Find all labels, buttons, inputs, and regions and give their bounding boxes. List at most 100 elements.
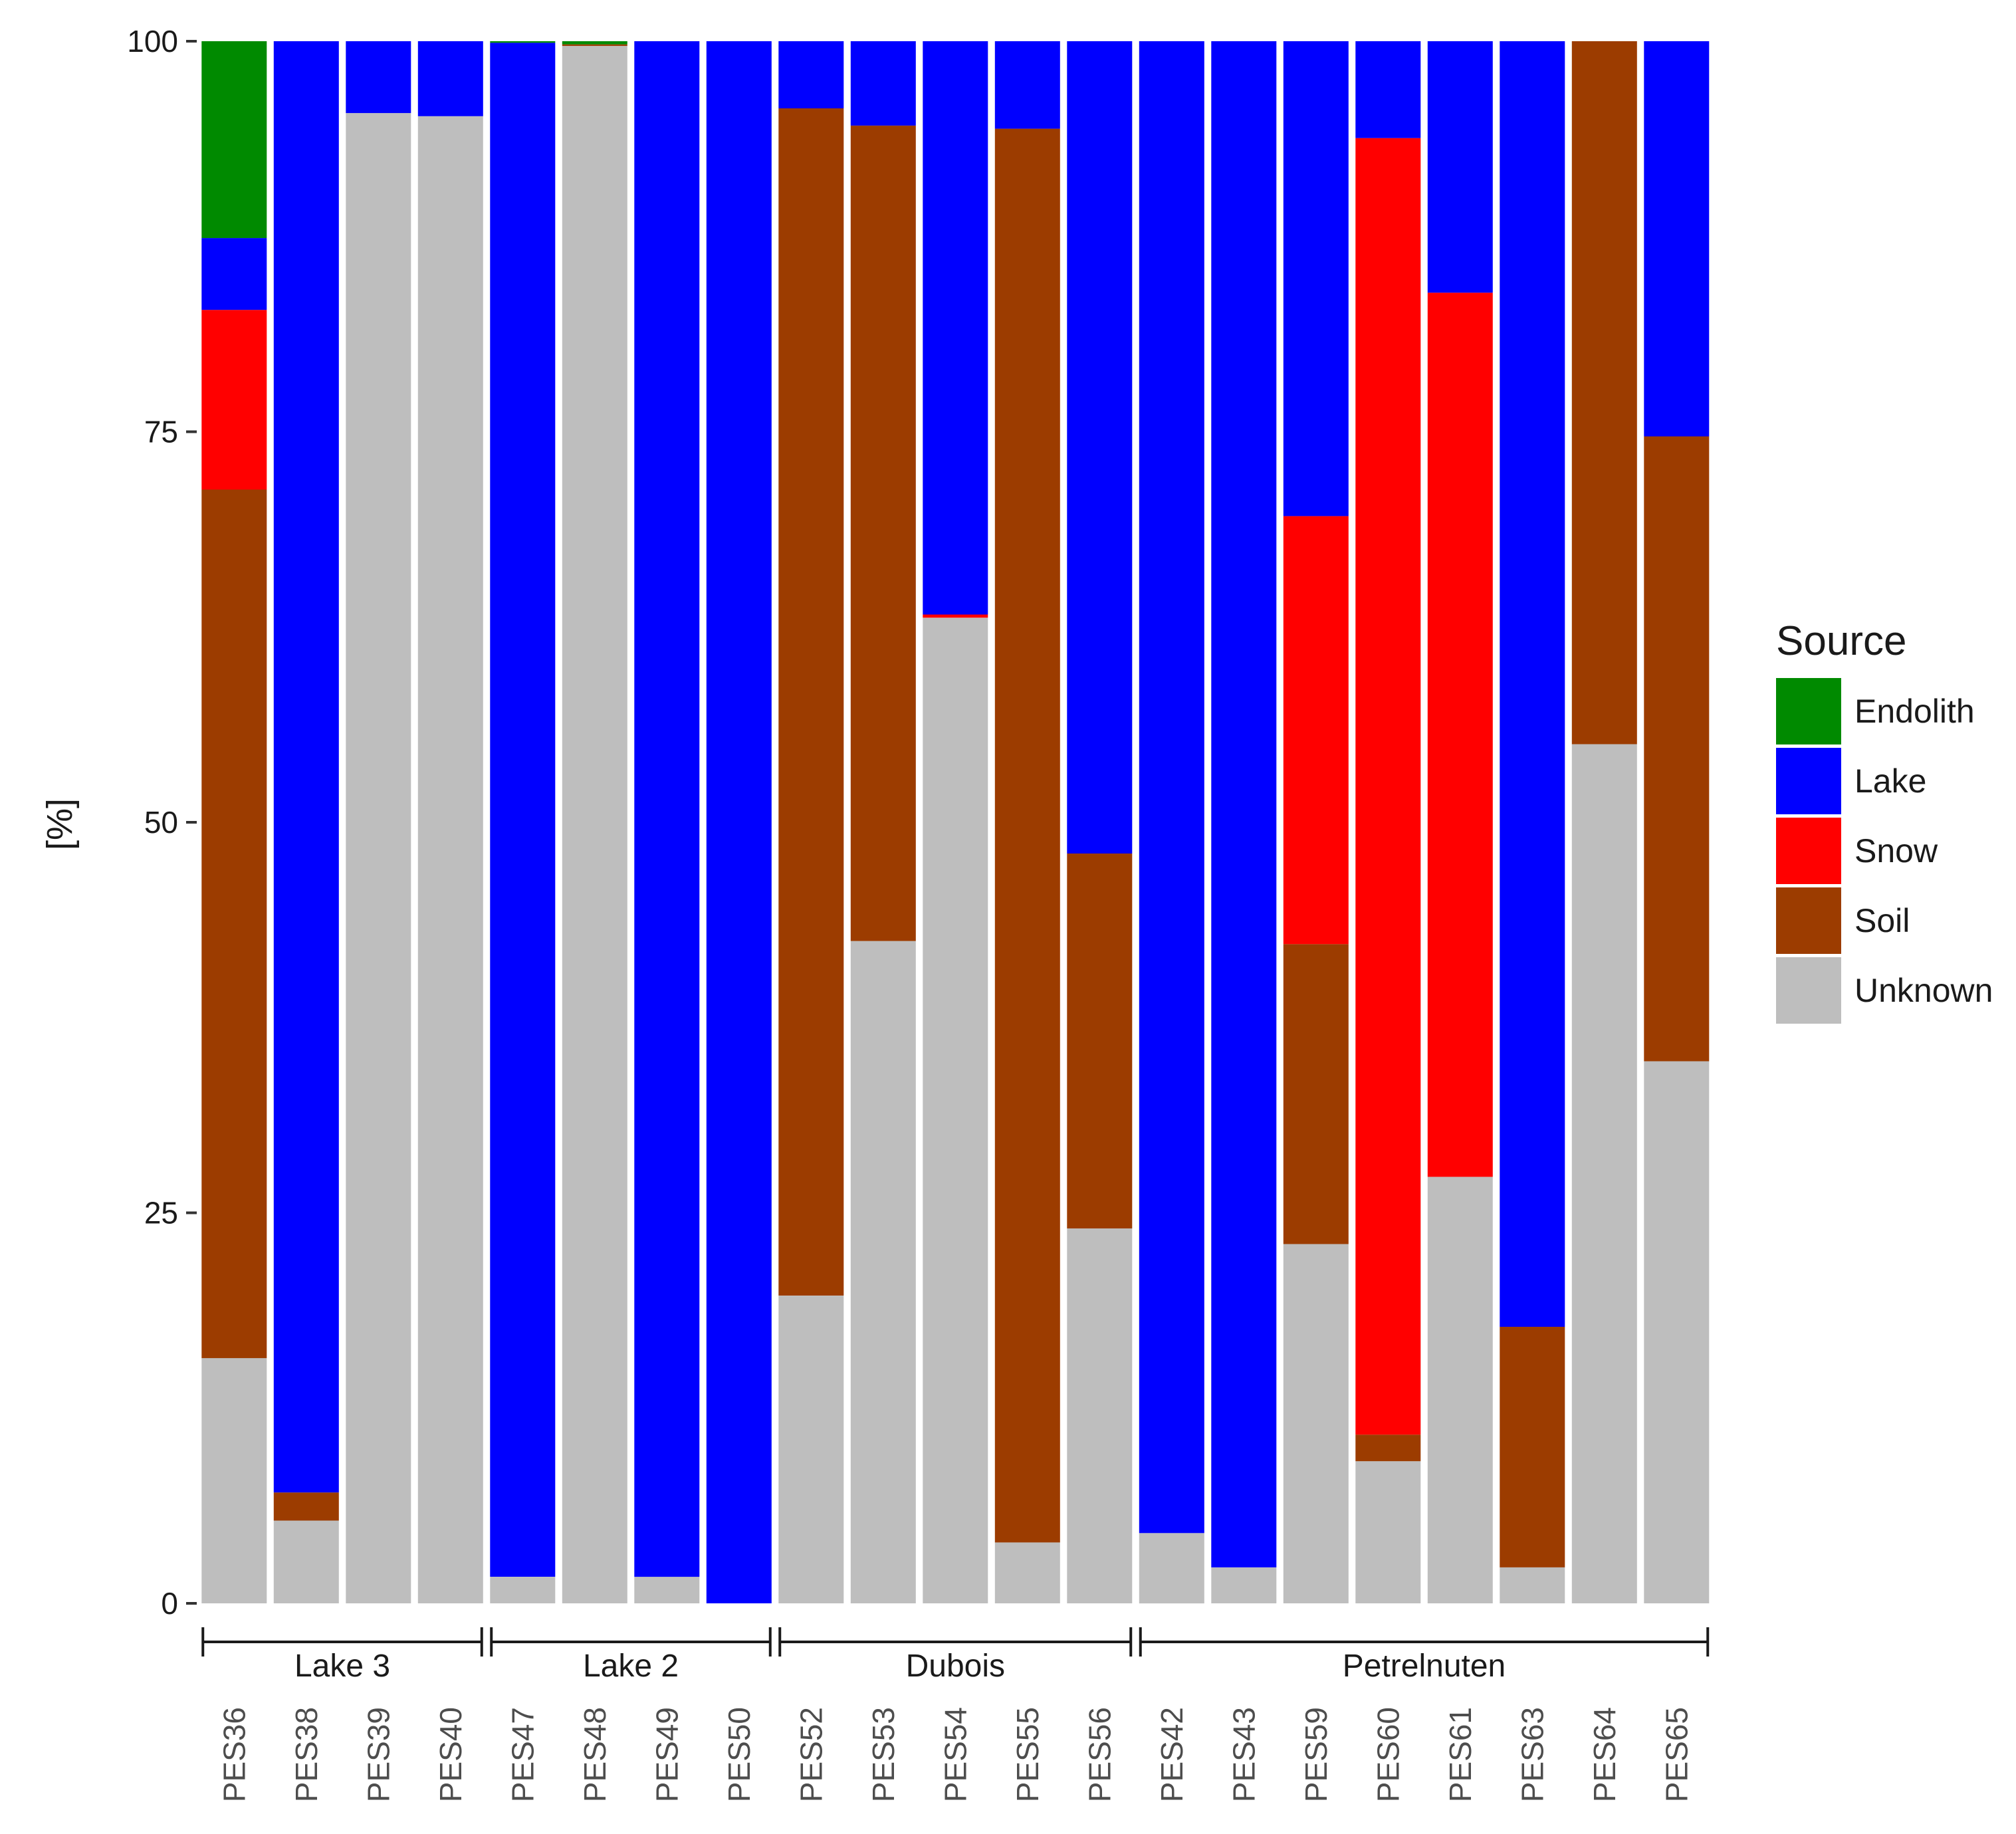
x-tick-label: PES63 <box>1515 1707 1549 1802</box>
legend-label-soil: Soil <box>1854 902 1910 939</box>
bar-segment-pes39-lake <box>346 41 411 114</box>
legend-title: Source <box>1776 618 1906 664</box>
x-tick-label: PES39 <box>361 1707 395 1802</box>
bar-segment-pes43-unknown <box>1211 1567 1277 1603</box>
bar-segment-pes59-snow <box>1283 516 1349 945</box>
bar-pes54 <box>923 41 988 1604</box>
group-bracket-lake-3 <box>201 1627 483 1657</box>
y-axis-title: [%] <box>40 798 80 850</box>
x-tick-label: PES55 <box>1010 1707 1045 1802</box>
bar-pes42 <box>1139 41 1204 1604</box>
bar-segment-pes59-unknown <box>1283 1244 1349 1603</box>
group-bracket-dubois <box>778 1627 1133 1657</box>
bar-segment-pes54-lake <box>923 41 988 615</box>
bar-pes39 <box>346 41 411 1603</box>
y-tick-label: 100 <box>127 24 178 58</box>
bar-segment-pes49-unknown <box>634 1577 700 1603</box>
x-tick-label: PES52 <box>794 1707 828 1802</box>
bar-segment-pes64-unknown <box>1571 744 1637 1603</box>
bar-segment-pes65-lake <box>1644 41 1710 437</box>
bar-segment-pes50-lake <box>706 41 772 1603</box>
bar-segment-pes48-soil <box>562 44 627 47</box>
legend-item-soil: Soil <box>1776 887 1910 954</box>
bar-segment-pes63-unknown <box>1500 1567 1565 1603</box>
bar-segment-pes36-snow <box>201 310 267 490</box>
x-tick-label: PES53 <box>866 1707 901 1802</box>
legend: Source Endolith Lake Snow Soil Unknown <box>1776 618 1993 1024</box>
bar-pes50 <box>706 41 772 1603</box>
bar-segment-pes60-lake <box>1355 41 1421 138</box>
x-tick-label: PES60 <box>1371 1707 1405 1802</box>
x-tick-label: PES61 <box>1443 1707 1478 1802</box>
x-tick-label: PES43 <box>1226 1707 1261 1802</box>
x-tick-label: PES42 <box>1155 1707 1189 1802</box>
bar-pes38 <box>273 41 339 1603</box>
legend-swatch-lake <box>1776 748 1841 814</box>
bar-pes56 <box>1067 41 1133 1603</box>
bar-pes59 <box>1283 41 1349 1603</box>
bar-segment-pes65-soil <box>1644 436 1710 1062</box>
x-tick-label: PES49 <box>649 1707 684 1802</box>
group-bracket-lake-2 <box>490 1627 772 1657</box>
bar-segment-pes60-snow <box>1355 138 1421 1435</box>
legend-item-unknown: Unknown <box>1776 957 1993 1024</box>
bar-pes36 <box>201 41 267 1603</box>
bar-segment-pes56-lake <box>1067 41 1133 854</box>
bar-segment-pes48-endolith <box>562 41 627 45</box>
bar-pes48 <box>562 41 627 1603</box>
bar-segment-pes42-unknown <box>1139 1533 1204 1604</box>
y-tick-label: 0 <box>161 1586 178 1621</box>
x-tick-label: PES47 <box>505 1707 540 1802</box>
x-tick-label: PES65 <box>1659 1707 1694 1802</box>
bar-segment-pes61-lake <box>1427 41 1493 293</box>
bar-pes53 <box>850 41 916 1603</box>
legend-item-snow: Snow <box>1776 818 1938 884</box>
bar-segment-pes40-unknown <box>417 116 483 1603</box>
legend-label-snow: Snow <box>1854 832 1938 869</box>
bar-segment-pes36-endolith <box>201 41 267 239</box>
legend-label-endolith: Endolith <box>1854 693 1975 730</box>
y-tick-label: 50 <box>144 805 178 840</box>
x-tick-label: PES38 <box>289 1707 324 1802</box>
bar-segment-pes47-lake <box>490 43 556 1577</box>
bar-pes60 <box>1355 41 1421 1603</box>
bar-pes64 <box>1571 41 1637 1603</box>
bar-segment-pes64-soil <box>1571 41 1637 745</box>
bar-segment-pes53-soil <box>850 125 916 941</box>
legend-swatch-unknown <box>1776 957 1841 1024</box>
bar-segment-pes47-endolith <box>490 41 556 43</box>
bar-segment-pes55-unknown <box>994 1542 1060 1603</box>
bar-segment-pes59-lake <box>1283 41 1349 516</box>
x-tick-label: PES48 <box>578 1707 612 1802</box>
bar-segment-pes47-unknown <box>490 1577 556 1603</box>
bar-segment-pes52-unknown <box>778 1296 844 1603</box>
bar-segment-pes36-lake <box>201 238 267 310</box>
bar-pes52 <box>778 41 844 1603</box>
bar-pes47 <box>490 41 556 1603</box>
bar-segment-pes56-soil <box>1067 854 1133 1228</box>
legend-item-endolith: Endolith <box>1776 678 1975 745</box>
x-tick-label: PES59 <box>1299 1707 1333 1802</box>
bar-pes61 <box>1427 41 1493 1603</box>
bar-segment-pes38-lake <box>273 41 339 1493</box>
bar-segment-pes61-snow <box>1427 292 1493 1177</box>
bar-pes49 <box>634 41 700 1603</box>
bar-segment-pes61-unknown <box>1427 1177 1493 1603</box>
bar-segment-pes48-unknown <box>562 46 627 1603</box>
bar-segment-pes65-unknown <box>1644 1061 1710 1603</box>
legend-swatch-endolith <box>1776 678 1841 745</box>
bar-segment-pes38-unknown <box>273 1520 339 1603</box>
bar-segment-pes60-unknown <box>1355 1461 1421 1603</box>
bar-segment-pes49-lake <box>634 41 700 1577</box>
bar-pes63 <box>1500 41 1565 1603</box>
x-tick-label: PES40 <box>433 1707 468 1802</box>
legend-label-lake: Lake <box>1854 762 1926 800</box>
legend-swatch-snow <box>1776 818 1841 884</box>
bar-pes43 <box>1211 41 1277 1603</box>
bar-segment-pes40-lake <box>417 41 483 116</box>
bar-pes65 <box>1644 41 1710 1603</box>
bar-segment-pes63-soil <box>1500 1327 1565 1567</box>
legend-swatch-soil <box>1776 887 1841 954</box>
bar-segment-pes43-lake <box>1211 41 1277 1567</box>
